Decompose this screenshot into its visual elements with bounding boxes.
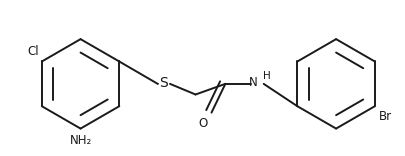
Text: H: H xyxy=(262,71,270,81)
Text: Br: Br xyxy=(378,110,391,124)
Text: NH₂: NH₂ xyxy=(69,134,92,147)
Text: N: N xyxy=(248,76,257,89)
Text: Cl: Cl xyxy=(27,45,38,58)
Text: O: O xyxy=(198,117,207,130)
Text: S: S xyxy=(159,76,168,90)
